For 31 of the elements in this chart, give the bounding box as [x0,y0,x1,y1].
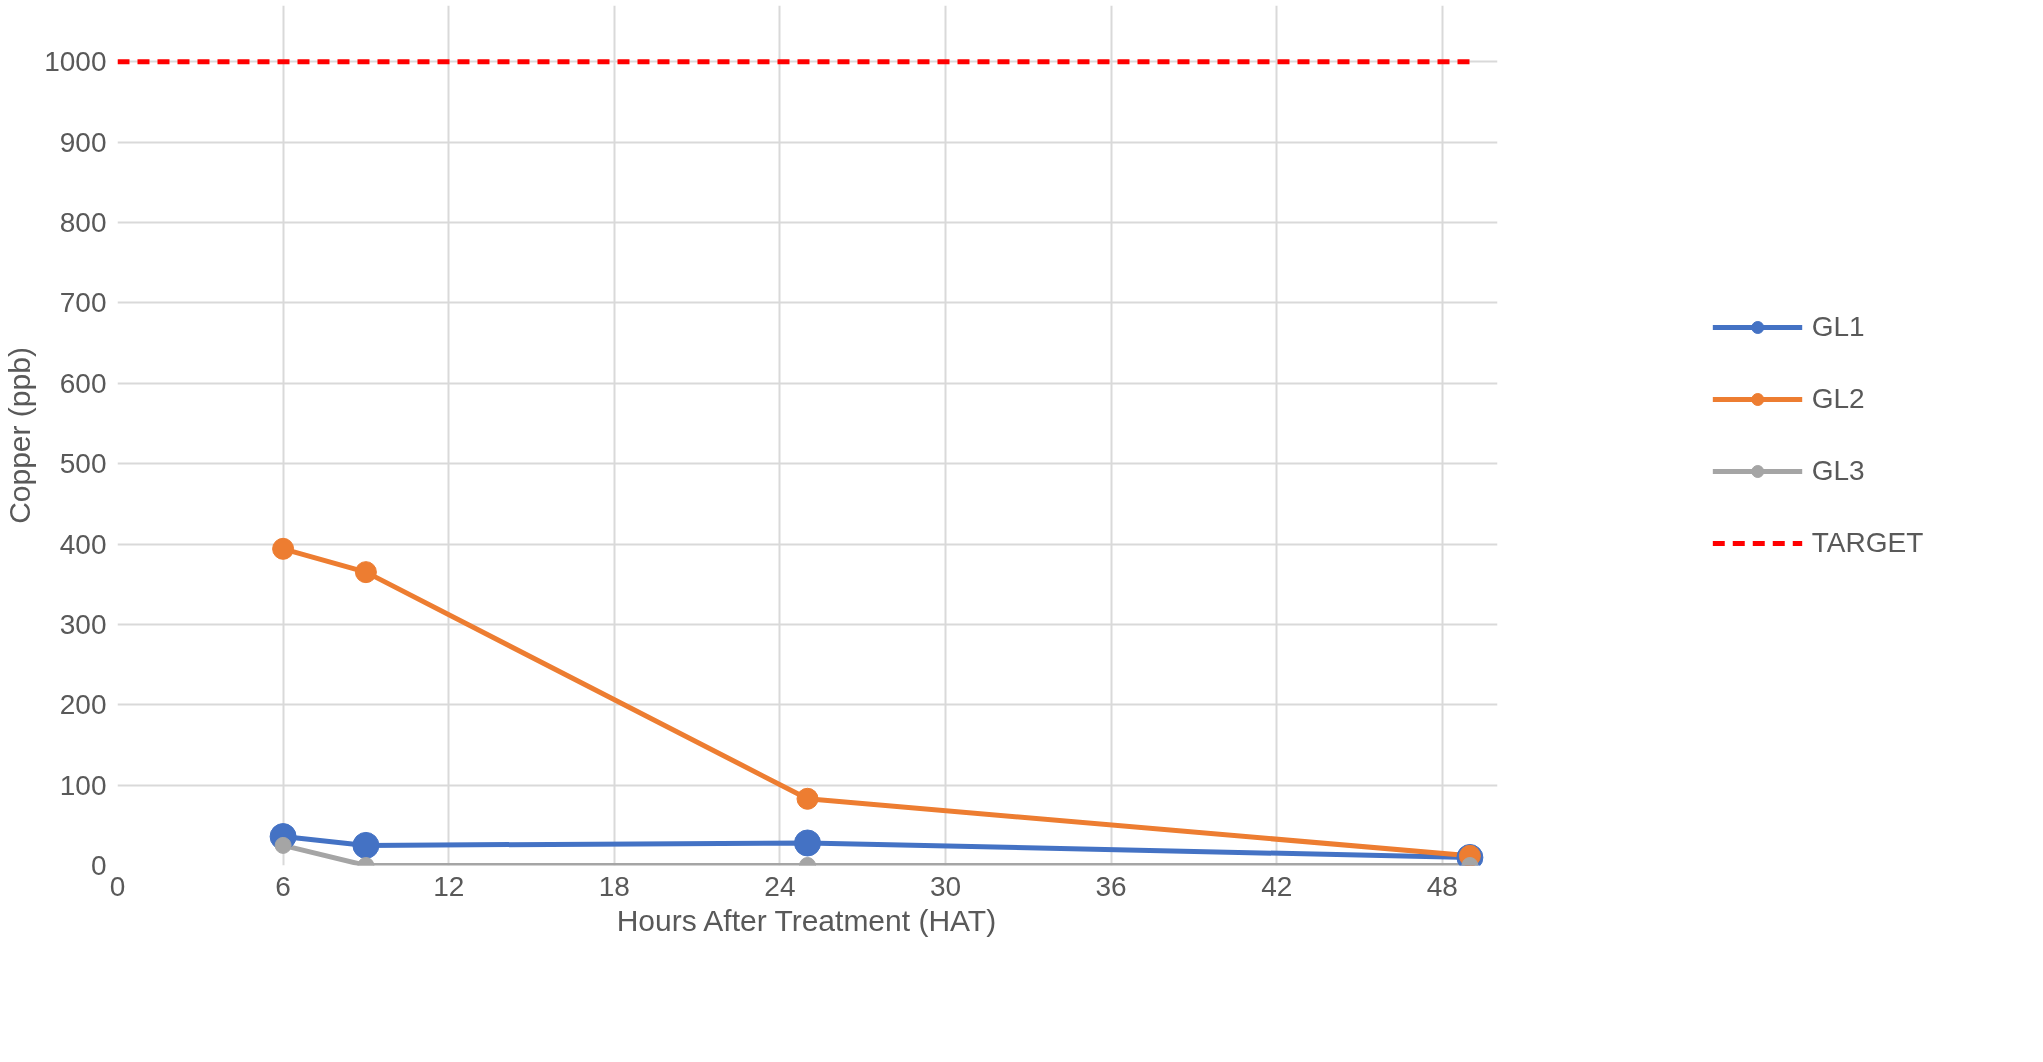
point [796,787,819,810]
y-tick-label: 300 [59,608,107,640]
legend-label: GL1 [1811,311,1865,343]
point [794,829,821,857]
legend-label: GL3 [1811,455,1865,487]
x-tick-label: 18 [598,870,630,902]
legend-label: GL2 [1811,383,1865,415]
y-tick-label: 500 [59,448,107,480]
x-tick-label: 48 [1426,870,1458,902]
y-tick-label: 0 [90,850,107,881]
x-tick-label: 36 [1095,870,1127,902]
y-tick-label: 700 [59,287,107,319]
y-tick-label: 100 [59,769,107,801]
point [352,831,380,859]
point [274,836,292,854]
point [354,561,377,584]
x-tick-label: 24 [764,870,796,902]
y-tick-label: 800 [59,207,107,239]
y-tick-label: 900 [59,126,107,158]
x-tick-label: 30 [929,870,962,902]
y-tick-label: 400 [59,528,107,560]
y-tick-label: 1000 [44,46,107,78]
y-axis-title: Copper (ppb) [3,347,37,524]
point [272,537,295,560]
y-tick-label: 600 [59,367,107,399]
y-tick-label: 200 [59,689,107,721]
x-tick-label: 12 [433,870,465,902]
x-tick-label: 6 [275,870,291,902]
x-tick-label: 42 [1261,870,1293,902]
legend-label: TARGET [1811,527,1924,559]
x-axis-title: Hours After Treatment (HAT) [616,903,997,937]
